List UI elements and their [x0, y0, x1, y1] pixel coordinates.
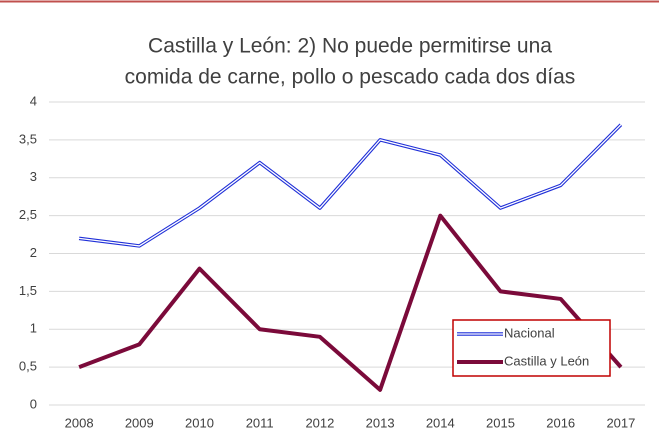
y-tick-label: 1,5 — [19, 283, 37, 298]
x-tick-label: 2012 — [305, 415, 334, 430]
y-tick-label: 3,5 — [19, 131, 37, 146]
x-tick-label: 2014 — [426, 415, 455, 430]
y-tick-label: 0,5 — [19, 359, 37, 374]
x-tick-label: 2013 — [366, 415, 395, 430]
x-tick-label: 2017 — [606, 415, 635, 430]
legend: Nacional Castilla y León — [452, 319, 611, 377]
y-tick-label: 4 — [30, 93, 37, 108]
x-tick-label: 2016 — [546, 415, 575, 430]
x-tick-label: 2011 — [246, 415, 274, 430]
y-tick-label: 2,5 — [19, 207, 37, 222]
y-tick-label: 3 — [30, 169, 37, 184]
series-line — [78, 213, 623, 392]
y-tick-label: 0 — [30, 396, 37, 411]
y-tick-label: 2 — [30, 245, 37, 260]
series-line-inner — [79, 124, 622, 247]
chart-title: Castilla y León: 2) No puede permitirse … — [148, 35, 552, 58]
y-tick-label: 1 — [30, 321, 37, 336]
x-tick-label: 2009 — [125, 415, 154, 430]
legend-label: Nacional — [504, 325, 555, 340]
legend-label: Castilla y León — [504, 353, 589, 368]
x-tick-label: 2008 — [65, 415, 94, 430]
x-tick-label: 2010 — [185, 415, 214, 430]
legend-box — [452, 319, 611, 377]
x-tick-label: 2015 — [486, 415, 515, 430]
chart-title: comida de carne, pollo o pescado cada do… — [125, 66, 576, 89]
